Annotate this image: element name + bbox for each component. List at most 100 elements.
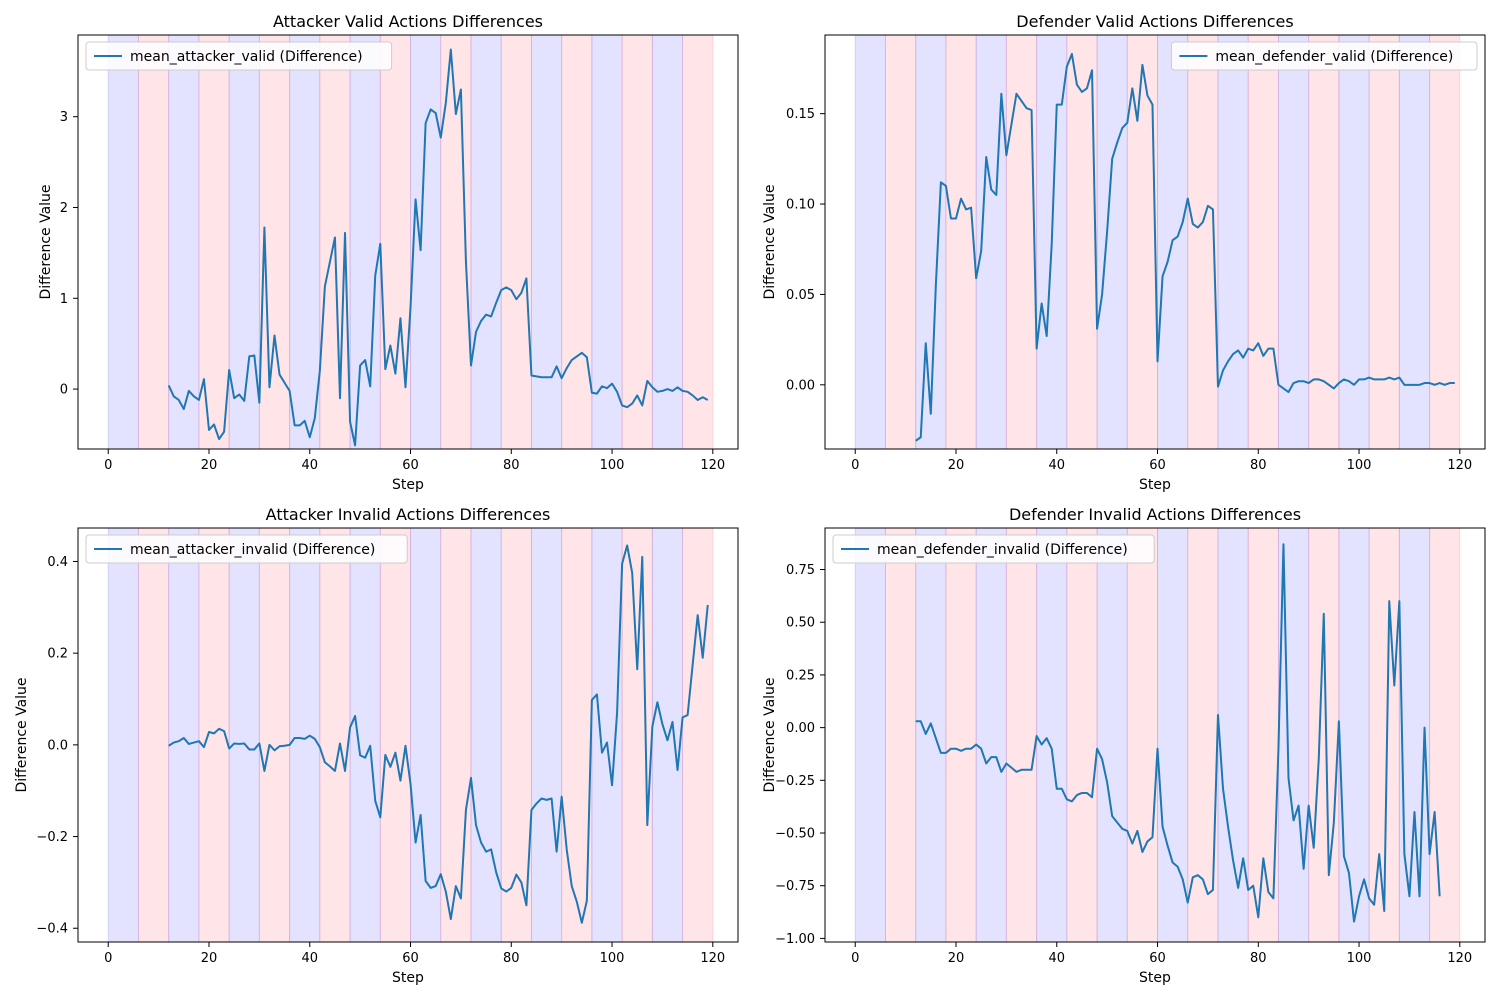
shaded-band bbox=[945, 34, 977, 450]
shaded-band bbox=[379, 527, 412, 943]
shaded-band bbox=[1066, 527, 1098, 943]
shaded-band bbox=[915, 527, 947, 943]
y-tick-label: −0.25 bbox=[775, 774, 815, 789]
chart-title: Attacker Valid Actions Differences bbox=[273, 12, 543, 31]
x-tick-label: 40 bbox=[1048, 458, 1065, 473]
x-tick-label: 60 bbox=[402, 458, 419, 473]
series-line bbox=[915, 52, 1455, 442]
shaded-band bbox=[854, 34, 886, 450]
chart-title: Attacker Invalid Actions Differences bbox=[266, 505, 551, 524]
shaded-band bbox=[198, 34, 230, 450]
y-tick-label: 2 bbox=[60, 201, 68, 216]
y-tick-label: 0.0 bbox=[47, 738, 68, 753]
x-tick-label: 20 bbox=[948, 951, 965, 966]
chart-title: Defender Valid Actions Differences bbox=[1016, 12, 1293, 31]
shaded-band bbox=[621, 527, 653, 943]
shaded-band bbox=[945, 527, 977, 943]
shaded-band bbox=[168, 527, 200, 943]
x-tick-label: 120 bbox=[700, 951, 725, 966]
y-axis-label: Difference Value bbox=[38, 184, 54, 299]
x-tick-label: 120 bbox=[700, 458, 725, 473]
shaded-band bbox=[440, 527, 472, 943]
shaded-band bbox=[854, 527, 886, 943]
legend-label: mean_attacker_valid (Difference) bbox=[130, 49, 363, 65]
y-tick-label: 0 bbox=[60, 383, 68, 398]
shaded-band bbox=[349, 527, 381, 943]
shaded-band bbox=[107, 527, 139, 943]
shaded-band bbox=[1277, 527, 1310, 943]
y-tick-label: 1 bbox=[60, 292, 68, 307]
legend: mean_defender_invalid (Difference) bbox=[832, 534, 1155, 564]
shaded-band bbox=[500, 527, 532, 943]
x-tick-label: 60 bbox=[1149, 458, 1166, 473]
x-axis-label: Step bbox=[392, 970, 424, 986]
plot-area bbox=[78, 35, 738, 449]
chart-panel-3: 0 20 40 60 80 100 120 −0.4 −0.2 0.0 0.2 0.4 Attacker… bbox=[14, 505, 739, 986]
axes-frame bbox=[824, 34, 1486, 450]
shaded-band bbox=[1429, 527, 1461, 943]
axes-frame bbox=[77, 34, 739, 450]
shaded-band bbox=[530, 34, 563, 450]
y-tick-label: 0.50 bbox=[786, 616, 815, 631]
shaded-band bbox=[1005, 527, 1038, 943]
y-axis-label: Difference Value bbox=[14, 677, 30, 792]
shaded-band bbox=[682, 527, 714, 943]
x-tick-label: 120 bbox=[1447, 951, 1472, 966]
x-tick-label: 40 bbox=[1048, 951, 1065, 966]
x-tick-label: 120 bbox=[1447, 458, 1472, 473]
y-tick-label: 0.10 bbox=[786, 198, 815, 213]
shaded-band bbox=[1398, 34, 1431, 450]
y-tick-label: 0.00 bbox=[786, 378, 815, 393]
legend-label: mean_defender_valid (Difference) bbox=[1215, 49, 1453, 65]
x-tick-label: 0 bbox=[104, 951, 112, 966]
legend-label: mean_attacker_invalid (Difference) bbox=[130, 542, 375, 558]
legend-box bbox=[85, 41, 393, 71]
shaded-band bbox=[168, 34, 200, 450]
shaded-band bbox=[228, 527, 260, 943]
shaded-band bbox=[107, 34, 139, 450]
y-tick-label: 0.2 bbox=[47, 647, 68, 662]
x-tick-label: 0 bbox=[851, 951, 859, 966]
shaded-band bbox=[591, 527, 623, 943]
x-axis-label: Step bbox=[1139, 477, 1171, 493]
y-tick-label: 0.4 bbox=[47, 555, 68, 570]
shaded-band bbox=[349, 34, 381, 450]
shaded-band bbox=[651, 527, 684, 943]
legend: mean_attacker_valid (Difference) bbox=[85, 41, 393, 71]
x-tick-label: 20 bbox=[201, 458, 218, 473]
shaded-band bbox=[137, 527, 170, 943]
shaded-band bbox=[1277, 34, 1310, 450]
x-axis-label: Step bbox=[1139, 970, 1171, 986]
shaded-band bbox=[289, 34, 321, 450]
series-line bbox=[167, 48, 709, 447]
y-tick-label: −1.00 bbox=[775, 932, 815, 947]
axes-frame bbox=[77, 527, 739, 943]
x-tick-label: 80 bbox=[1250, 951, 1267, 966]
y-tick-label: 0.75 bbox=[786, 563, 815, 578]
x-tick-label: 0 bbox=[851, 458, 859, 473]
chart-panel-1: 0 20 40 60 80 100 120 0 1 2 3 Attacker Valid Action… bbox=[38, 12, 739, 493]
axes-frame bbox=[824, 527, 1486, 943]
chart-panel-2: 0 20 40 60 80 100 120 0.00 0.05 0.10 0.15 Defender … bbox=[762, 12, 1486, 493]
shaded-band bbox=[1338, 34, 1370, 450]
x-tick-label: 100 bbox=[600, 951, 625, 966]
legend: mean_defender_valid (Difference) bbox=[1170, 41, 1478, 71]
y-axis-label: Difference Value bbox=[762, 184, 778, 299]
chart-title: Defender Invalid Actions Differences bbox=[1009, 505, 1301, 524]
y-tick-label: −0.50 bbox=[775, 827, 815, 842]
shaded-band bbox=[975, 527, 1007, 943]
shaded-band bbox=[258, 527, 291, 943]
shaded-band bbox=[1429, 34, 1461, 450]
shaded-band bbox=[1247, 34, 1279, 450]
shaded-band bbox=[228, 34, 260, 450]
shaded-band bbox=[1005, 34, 1038, 450]
x-tick-label: 0 bbox=[104, 458, 112, 473]
x-axis-label: Step bbox=[392, 477, 424, 493]
x-tick-label: 80 bbox=[1250, 458, 1267, 473]
chart-panel-4: 0 20 40 60 80 100 120 −1.00 −0.75 −0.50 −0.25 0.00 0… bbox=[762, 505, 1486, 986]
shaded-band bbox=[884, 34, 917, 450]
y-tick-label: −0.4 bbox=[36, 922, 68, 937]
y-tick-label: 0.05 bbox=[786, 288, 815, 303]
shaded-band bbox=[1217, 527, 1249, 943]
shaded-band bbox=[1036, 527, 1068, 943]
